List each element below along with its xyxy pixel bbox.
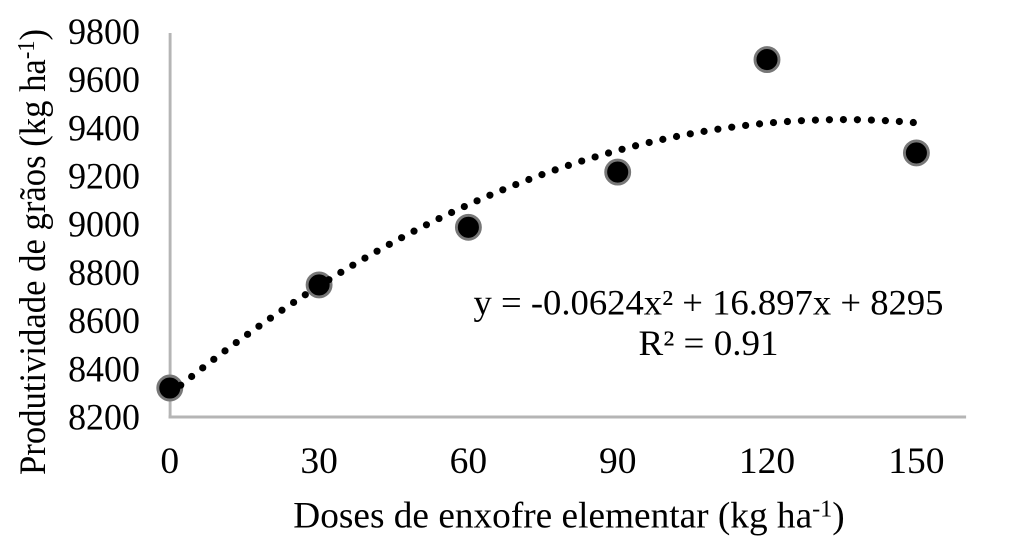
svg-text:Doses de enxofre elementar (kg: Doses de enxofre elementar (kg ha-1) (293, 495, 844, 536)
svg-text:30: 30 (300, 441, 338, 482)
svg-text:8800: 8800 (68, 253, 140, 294)
svg-text:9800: 9800 (68, 12, 140, 53)
svg-text:8200: 8200 (68, 398, 140, 439)
svg-text:60: 60 (450, 441, 488, 482)
svg-text:150: 150 (888, 441, 944, 482)
svg-text:9600: 9600 (68, 60, 140, 101)
svg-text:8600: 8600 (68, 301, 140, 342)
svg-text:Produtividade de grãos (kg ha-: Produtividade de grãos (kg ha-1) (13, 29, 54, 475)
svg-text:y = -0.0624x² + 16.897x + 8295: y = -0.0624x² + 16.897x + 8295 (474, 282, 944, 322)
svg-text:R² = 0.91: R² = 0.91 (639, 323, 779, 363)
svg-text:120: 120 (739, 441, 795, 482)
svg-text:90: 90 (599, 441, 637, 482)
svg-text:9200: 9200 (68, 157, 140, 198)
svg-text:8400: 8400 (68, 349, 140, 390)
svg-text:9000: 9000 (68, 205, 140, 246)
svg-text:9400: 9400 (68, 108, 140, 149)
svg-text:0: 0 (160, 441, 179, 482)
